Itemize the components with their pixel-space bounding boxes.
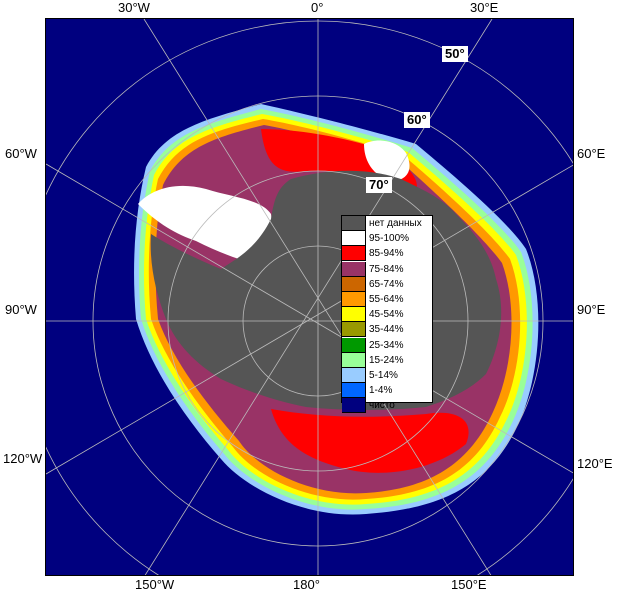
- graticule: [46, 19, 573, 575]
- lon-label-120e: 120°E: [577, 456, 613, 471]
- legend-item: 65-74%: [342, 276, 432, 292]
- lat-label-60: 60°: [404, 112, 430, 128]
- map-canvas: [46, 19, 573, 575]
- legend-item: 45-54%: [342, 307, 432, 323]
- lon-label-90e: 90°E: [577, 302, 606, 317]
- legend-item: 15-24%: [342, 352, 432, 368]
- lon-label-30w: 30°W: [118, 0, 150, 15]
- legend-swatch: [342, 292, 366, 308]
- legend-swatch: [342, 337, 366, 353]
- legend-label: 65-74%: [369, 278, 404, 290]
- legend-label: 55-64%: [369, 294, 404, 306]
- sea-ice-map: 50° 60° 70° нет данных 95-100% 85-94% 75-84…: [45, 18, 574, 576]
- legend-swatch: [342, 322, 366, 338]
- legend-label: 15-24%: [369, 354, 404, 366]
- lon-label-60e: 60°E: [577, 146, 606, 161]
- legend-swatch: [342, 276, 366, 292]
- legend-item: чисто: [342, 398, 432, 414]
- lon-label-60w: 60°W: [5, 146, 37, 161]
- legend-item: 25-34%: [342, 337, 432, 353]
- legend-label: 85-94%: [369, 248, 404, 260]
- lat-label-70: 70°: [366, 177, 392, 193]
- legend-item: нет данных: [342, 216, 432, 232]
- legend: нет данных 95-100% 85-94% 75-84% 65-74% 55-64…: [341, 215, 433, 414]
- legend-item: 55-64%: [342, 292, 432, 308]
- legend-swatch: [342, 352, 366, 368]
- legend-swatch: [342, 383, 366, 399]
- lat-label-50: 50°: [442, 46, 468, 62]
- legend-label: нет данных: [369, 218, 422, 230]
- meridian-60e-120w: [46, 164, 573, 475]
- legend-swatch: [342, 216, 366, 232]
- legend-item: 5-14%: [342, 367, 432, 383]
- legend-item: 95-100%: [342, 231, 432, 247]
- legend-label: 75-84%: [369, 263, 404, 275]
- legend-swatch: [342, 398, 366, 414]
- ice-patch-white-east: [364, 140, 410, 181]
- legend-label: 5-14%: [369, 369, 398, 381]
- legend-label: 45-54%: [369, 309, 404, 321]
- ice-patch-red-south: [271, 409, 469, 473]
- lon-label-180: 180°: [293, 577, 320, 592]
- lon-label-30e: 30°E: [470, 0, 499, 15]
- legend-label: чисто: [369, 400, 395, 412]
- lon-label-90w: 90°W: [5, 302, 37, 317]
- lon-label-120w: 120°W: [3, 451, 43, 466]
- legend-item: 85-94%: [342, 246, 432, 262]
- legend-label: 1-4%: [369, 385, 393, 397]
- lon-label-150w: 150°W: [135, 577, 175, 592]
- legend-label: 95-100%: [369, 233, 410, 245]
- meridian-30e-150w: [144, 19, 493, 575]
- legend-item: 75-84%: [342, 261, 432, 277]
- legend-label: 25-34%: [369, 339, 404, 351]
- legend-swatch: [342, 367, 366, 383]
- legend-swatch: [342, 261, 366, 277]
- lon-label-0: 0°: [311, 0, 324, 15]
- legend-swatch: [342, 246, 366, 262]
- lon-label-150e: 150°E: [451, 577, 487, 592]
- legend-label: 35-44%: [369, 324, 404, 336]
- legend-item: 35-44%: [342, 322, 432, 338]
- ice-patch-white-weddell: [138, 185, 272, 264]
- legend-item: 1-4%: [342, 383, 432, 399]
- legend-swatch: [342, 231, 366, 247]
- legend-swatch: [342, 307, 366, 323]
